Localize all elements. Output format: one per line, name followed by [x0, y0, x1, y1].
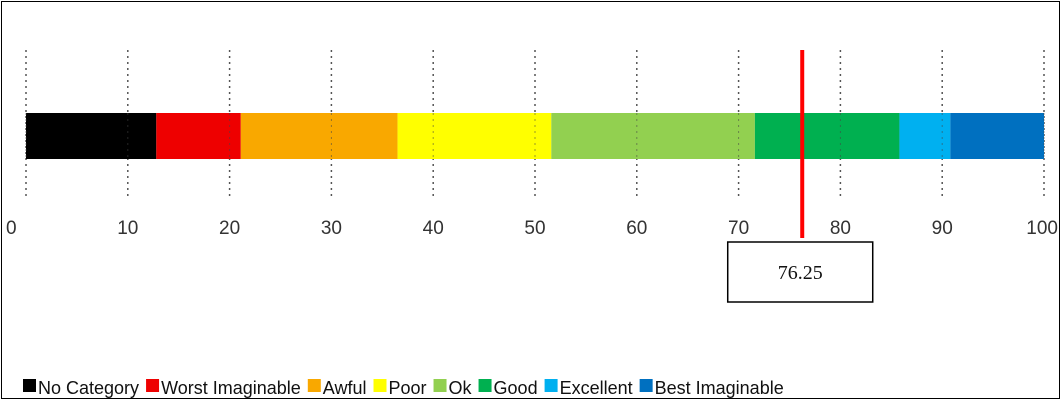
- tick-label-100: 100: [1026, 218, 1058, 239]
- segment-poor: [397, 113, 552, 159]
- segment-good: [754, 113, 900, 159]
- legend-label-poor: Poor: [389, 378, 427, 398]
- legend-swatch-poor: [373, 379, 387, 392]
- segment-worst-imaginable: [156, 113, 241, 159]
- legend-swatch-excellent: [544, 379, 558, 392]
- legend-swatch-no-category: [23, 379, 36, 392]
- tick-label-50: 50: [524, 218, 545, 239]
- segment-no-category: [26, 113, 157, 159]
- legend-label-excellent: Excellent: [560, 378, 633, 398]
- legend-swatch-best-imaginable: [639, 379, 653, 392]
- legend-label-awful: Awful: [323, 378, 367, 398]
- grid-lines-over-bar: [25, 113, 1045, 159]
- score-marker-label: 76.25: [778, 262, 823, 284]
- tick-label-70: 70: [728, 218, 749, 239]
- legend: No Category Worst Imaginable Awful Poor Ok Go…: [23, 378, 784, 398]
- legend-swatch-good: [478, 379, 492, 392]
- tick-label-0: 0: [6, 218, 17, 239]
- legend-swatch-worst-imaginable: [146, 379, 160, 392]
- segment-ok: [551, 113, 755, 159]
- tick-label-60: 60: [626, 218, 647, 239]
- legend-swatch-awful: [307, 379, 321, 392]
- score-marker: 76.25: [726, 50, 874, 303]
- tick-label-80: 80: [830, 218, 851, 239]
- tick-label-90: 90: [932, 218, 953, 239]
- legend-label-no-category: No Category: [38, 378, 139, 398]
- tick-label-10: 10: [117, 218, 138, 239]
- legend-label-ok: Ok: [449, 378, 473, 398]
- legend-label-good: Good: [494, 378, 538, 398]
- segment-best-imaginable: [950, 113, 1044, 159]
- legend-label-best-imaginable: Best Imaginable: [655, 378, 784, 398]
- segment-excellent: [899, 113, 951, 159]
- category-bar: [26, 113, 1044, 159]
- segment-awful: [240, 113, 398, 159]
- legend-label-worst-imaginable: Worst Imaginable: [161, 378, 301, 398]
- tick-label-20: 20: [219, 218, 240, 239]
- score-marker-box: [726, 241, 874, 303]
- legend-swatch-ok: [433, 379, 447, 392]
- tick-label-40: 40: [423, 218, 444, 239]
- tick-label-30: 30: [321, 218, 342, 239]
- x-axis-ticks: 0 10 20 30 40 50 60 70 80 90 100: [6, 218, 1058, 239]
